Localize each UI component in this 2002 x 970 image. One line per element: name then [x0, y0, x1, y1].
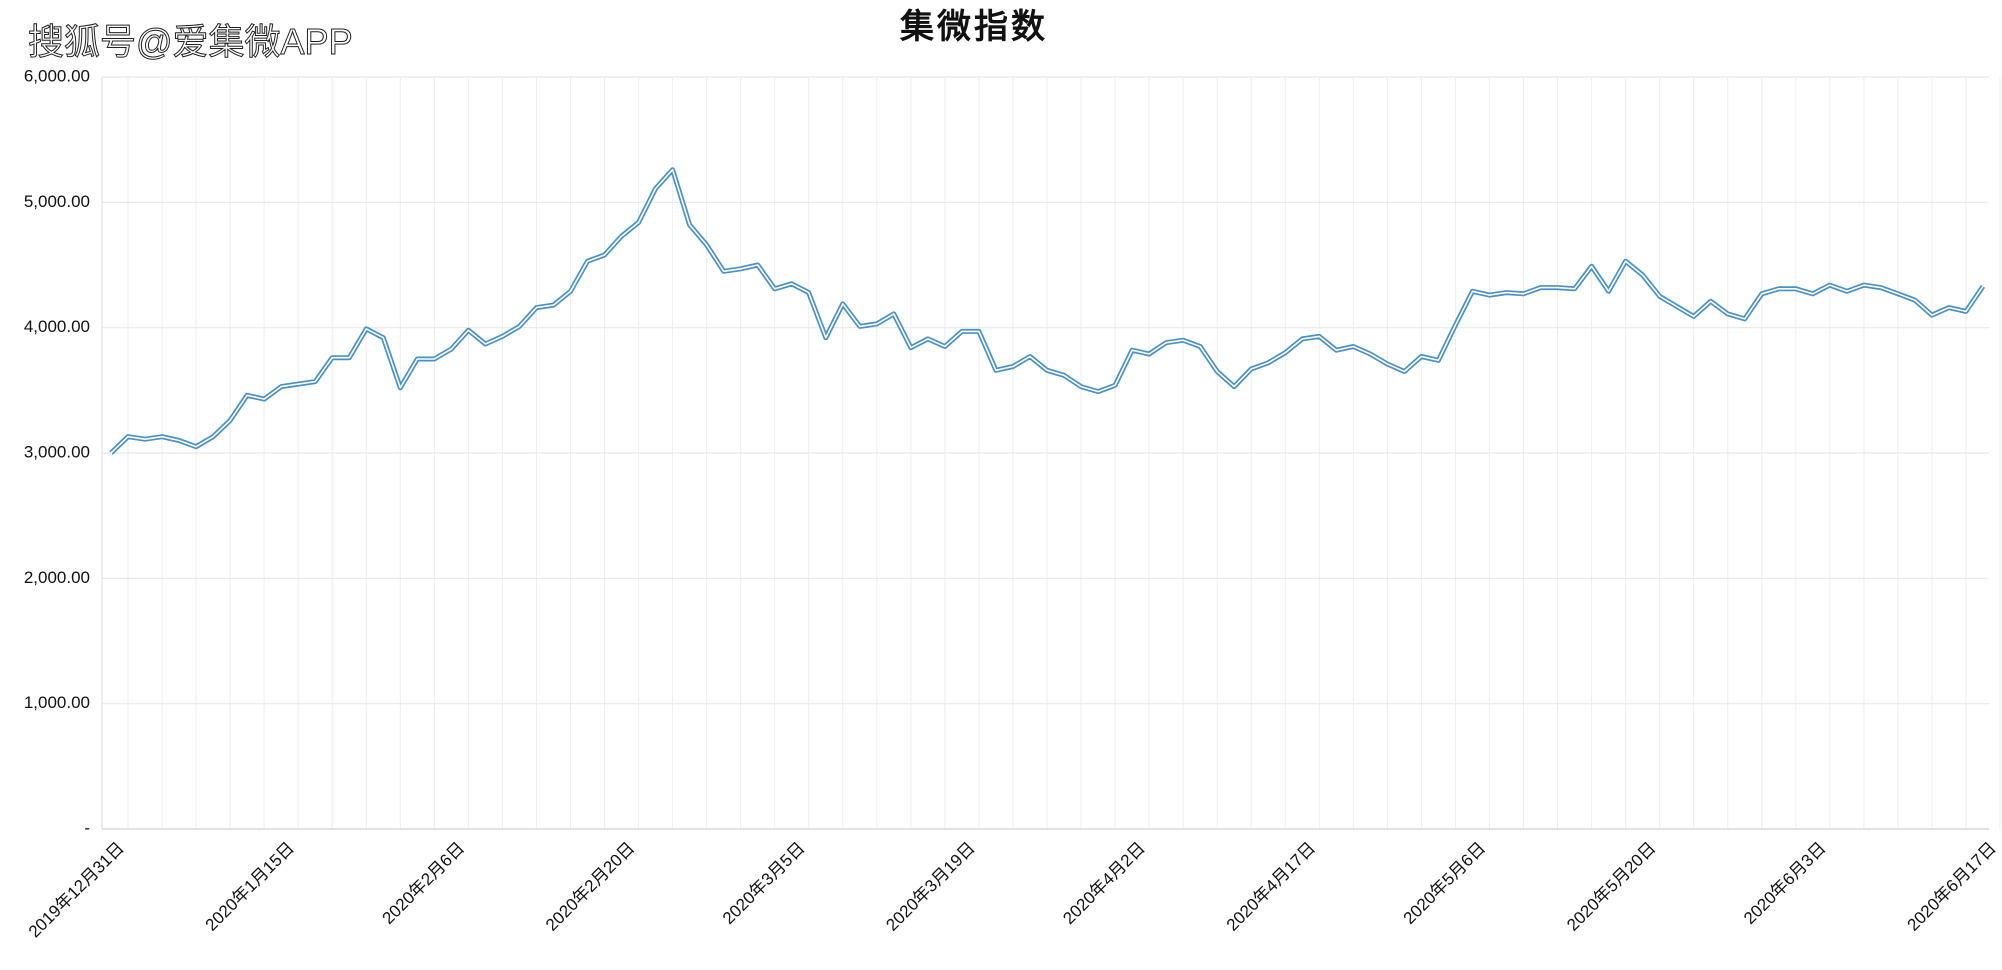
x-tick-label: 2020年6月17日 — [1904, 838, 2000, 934]
x-tick-label: 2020年4月17日 — [1223, 838, 1319, 934]
chart-title: 集微指数 — [899, 8, 1048, 46]
x-tick-label: 2020年6月3日 — [1740, 838, 1830, 928]
x-tick-label: 2020年3月19日 — [882, 838, 978, 934]
x-tick-label: 2020年3月5日 — [719, 838, 809, 928]
y-tick-label: 5,000.00 — [24, 192, 90, 211]
watermark: 搜狐号@爱集微APP — [28, 21, 353, 62]
y-tick-label: 6,000.00 — [24, 66, 90, 85]
y-tick-label: 1,000.00 — [24, 693, 90, 712]
x-tick-label: 2020年2月6日 — [379, 838, 469, 928]
x-tick-label: 2020年1月15日 — [202, 838, 298, 934]
x-tick-label: 2020年5月6日 — [1400, 838, 1490, 928]
y-tick-label: 3,000.00 — [24, 442, 90, 461]
x-tick-label: 2020年2月20日 — [542, 838, 638, 934]
y-tick-label: 4,000.00 — [24, 317, 90, 336]
x-tick-label: 2020年5月20日 — [1563, 838, 1659, 934]
y-tick-label: 2,000.00 — [24, 568, 90, 587]
x-tick-label: 2019年12月31日 — [25, 838, 128, 941]
y-tick-label: - — [84, 818, 90, 837]
x-tick-label: 2020年4月2日 — [1059, 838, 1149, 928]
data-line — [110, 168, 1984, 454]
